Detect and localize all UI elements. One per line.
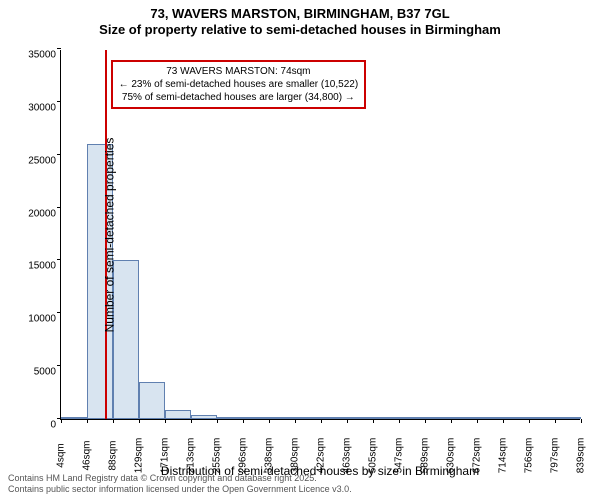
histogram-bar <box>165 410 191 420</box>
y-tick-label: 10000 <box>21 314 56 325</box>
annotation-line2: ← 23% of semi-detached houses are smalle… <box>119 78 359 91</box>
histogram-bar <box>555 417 581 419</box>
x-tick-mark <box>139 419 140 423</box>
x-tick-mark <box>87 419 88 423</box>
x-tick-mark <box>399 419 400 423</box>
histogram-bar <box>399 417 425 419</box>
histogram-bar <box>61 417 87 419</box>
x-tick-mark <box>347 419 348 423</box>
y-tick-label: 35000 <box>21 50 56 61</box>
annotation-line3: 75% of semi-detached houses are larger (… <box>119 91 359 104</box>
histogram-bar <box>139 382 165 419</box>
histogram-bar <box>347 417 373 419</box>
x-tick-mark <box>581 419 582 423</box>
x-tick-mark <box>165 419 166 423</box>
plot-area: 050001000015000200002500030000350004sqm4… <box>60 50 580 420</box>
y-tick-mark <box>57 365 61 366</box>
annotation-box: 73 WAVERS MARSTON: 74sqm← 23% of semi-de… <box>111 60 367 109</box>
x-tick-mark <box>321 419 322 423</box>
histogram-bar <box>191 415 217 419</box>
y-tick-mark <box>57 101 61 102</box>
annotation-line1: 73 WAVERS MARSTON: 74sqm <box>119 65 359 78</box>
y-tick-mark <box>57 48 61 49</box>
x-tick-mark <box>425 419 426 423</box>
y-tick-label: 30000 <box>21 102 56 113</box>
histogram-bar <box>113 260 139 419</box>
x-tick-mark <box>451 419 452 423</box>
y-tick-label: 20000 <box>21 208 56 219</box>
histogram-bar <box>321 417 347 419</box>
histogram-bar <box>529 417 555 419</box>
chart-subtitle: Size of property relative to semi-detach… <box>0 22 600 37</box>
x-tick-mark <box>503 419 504 423</box>
x-tick-mark <box>61 419 62 423</box>
x-tick-mark <box>373 419 374 423</box>
y-tick-label: 15000 <box>21 261 56 272</box>
y-tick-mark <box>57 207 61 208</box>
histogram-bar <box>373 417 399 419</box>
histogram-bar <box>425 417 451 419</box>
histogram-bar <box>269 417 295 419</box>
histogram-bar <box>503 417 529 419</box>
y-tick-label: 0 <box>21 420 56 431</box>
y-axis-label: Number of semi-detached properties <box>102 138 116 333</box>
histogram-bar <box>243 417 269 419</box>
x-tick-mark <box>191 419 192 423</box>
attribution-line1: Contains HM Land Registry data © Crown c… <box>8 473 352 485</box>
chart-container: 050001000015000200002500030000350004sqm4… <box>60 50 580 420</box>
y-tick-mark <box>57 154 61 155</box>
y-tick-mark <box>57 312 61 313</box>
chart-title: 73, WAVERS MARSTON, BIRMINGHAM, B37 7GL <box>0 6 600 21</box>
histogram-bar <box>451 417 477 419</box>
attribution: Contains HM Land Registry data © Crown c… <box>8 473 352 496</box>
x-tick-mark <box>555 419 556 423</box>
histogram-bar <box>477 417 503 419</box>
histogram-bar <box>217 417 243 419</box>
x-tick-mark <box>477 419 478 423</box>
x-tick-mark <box>295 419 296 423</box>
x-tick-mark <box>243 419 244 423</box>
x-tick-mark <box>269 419 270 423</box>
y-tick-label: 5000 <box>21 367 56 378</box>
attribution-line2: Contains public sector information licen… <box>8 484 352 496</box>
histogram-bar <box>295 417 321 419</box>
y-tick-label: 25000 <box>21 155 56 166</box>
x-tick-mark <box>529 419 530 423</box>
x-tick-mark <box>217 419 218 423</box>
y-tick-mark <box>57 259 61 260</box>
x-tick-mark <box>113 419 114 423</box>
